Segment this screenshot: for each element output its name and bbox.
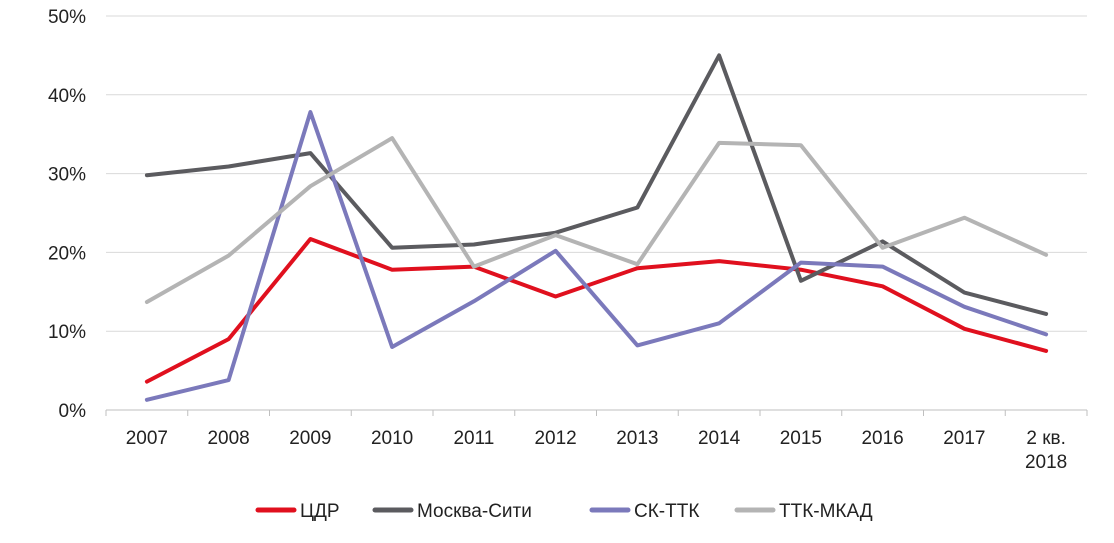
x-tick-label: 2016	[861, 428, 903, 449]
y-tick-label: 30%	[48, 165, 86, 186]
x-axis-tick-labels: 2007 2008 2009 2010 2011 2012 2013 2014 2015 2016…	[126, 428, 1068, 473]
x-tick-label: 2012	[534, 428, 576, 449]
x-tick-label: 2 кв. 2018	[1025, 428, 1067, 473]
legend-label: ТТК-МКАД	[779, 501, 873, 522]
x-tick-label: 2007	[126, 428, 168, 449]
x-tick-label: 2015	[780, 428, 822, 449]
x-tick-label: 2013	[616, 428, 658, 449]
x-tick-label: 2011	[453, 428, 494, 449]
axes	[105, 409, 1088, 416]
y-tick-label: 20%	[48, 243, 86, 264]
y-axis-tick-labels: 0% 10% 20% 30% 40% 50%	[48, 7, 86, 422]
x-tick-label: 2014	[698, 428, 741, 449]
legend-label: Москва-Сити	[417, 501, 532, 522]
y-tick-label: 50%	[48, 7, 86, 28]
series-line-СК-ТТК	[144, 110, 1049, 402]
x-tick-label: 2008	[207, 428, 249, 449]
series-line-ТТК-МКАД	[144, 136, 1049, 304]
y-tick-label: 10%	[48, 322, 86, 343]
x-tick-label: 2009	[289, 428, 331, 449]
x-tick-label: 2017	[943, 428, 985, 449]
y-tick-label: 40%	[48, 86, 86, 107]
series-line-ЦДР	[144, 237, 1049, 384]
series-lines	[144, 53, 1049, 402]
legend-label: СК-ТТК	[634, 501, 699, 522]
legend-label: ЦДР	[300, 501, 340, 522]
legend: ЦДР Москва-Сити СК-ТТК ТТК-МКАД	[255, 501, 873, 522]
y-tick-label: 0%	[59, 401, 87, 422]
x-tick-label: 2010	[371, 428, 413, 449]
